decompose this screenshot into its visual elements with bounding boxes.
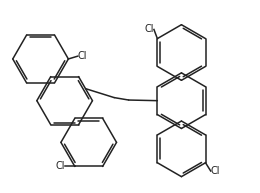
Text: Cl: Cl: [78, 51, 87, 61]
Text: Cl: Cl: [145, 25, 154, 35]
Text: Cl: Cl: [56, 162, 65, 171]
Text: Cl: Cl: [211, 166, 220, 176]
